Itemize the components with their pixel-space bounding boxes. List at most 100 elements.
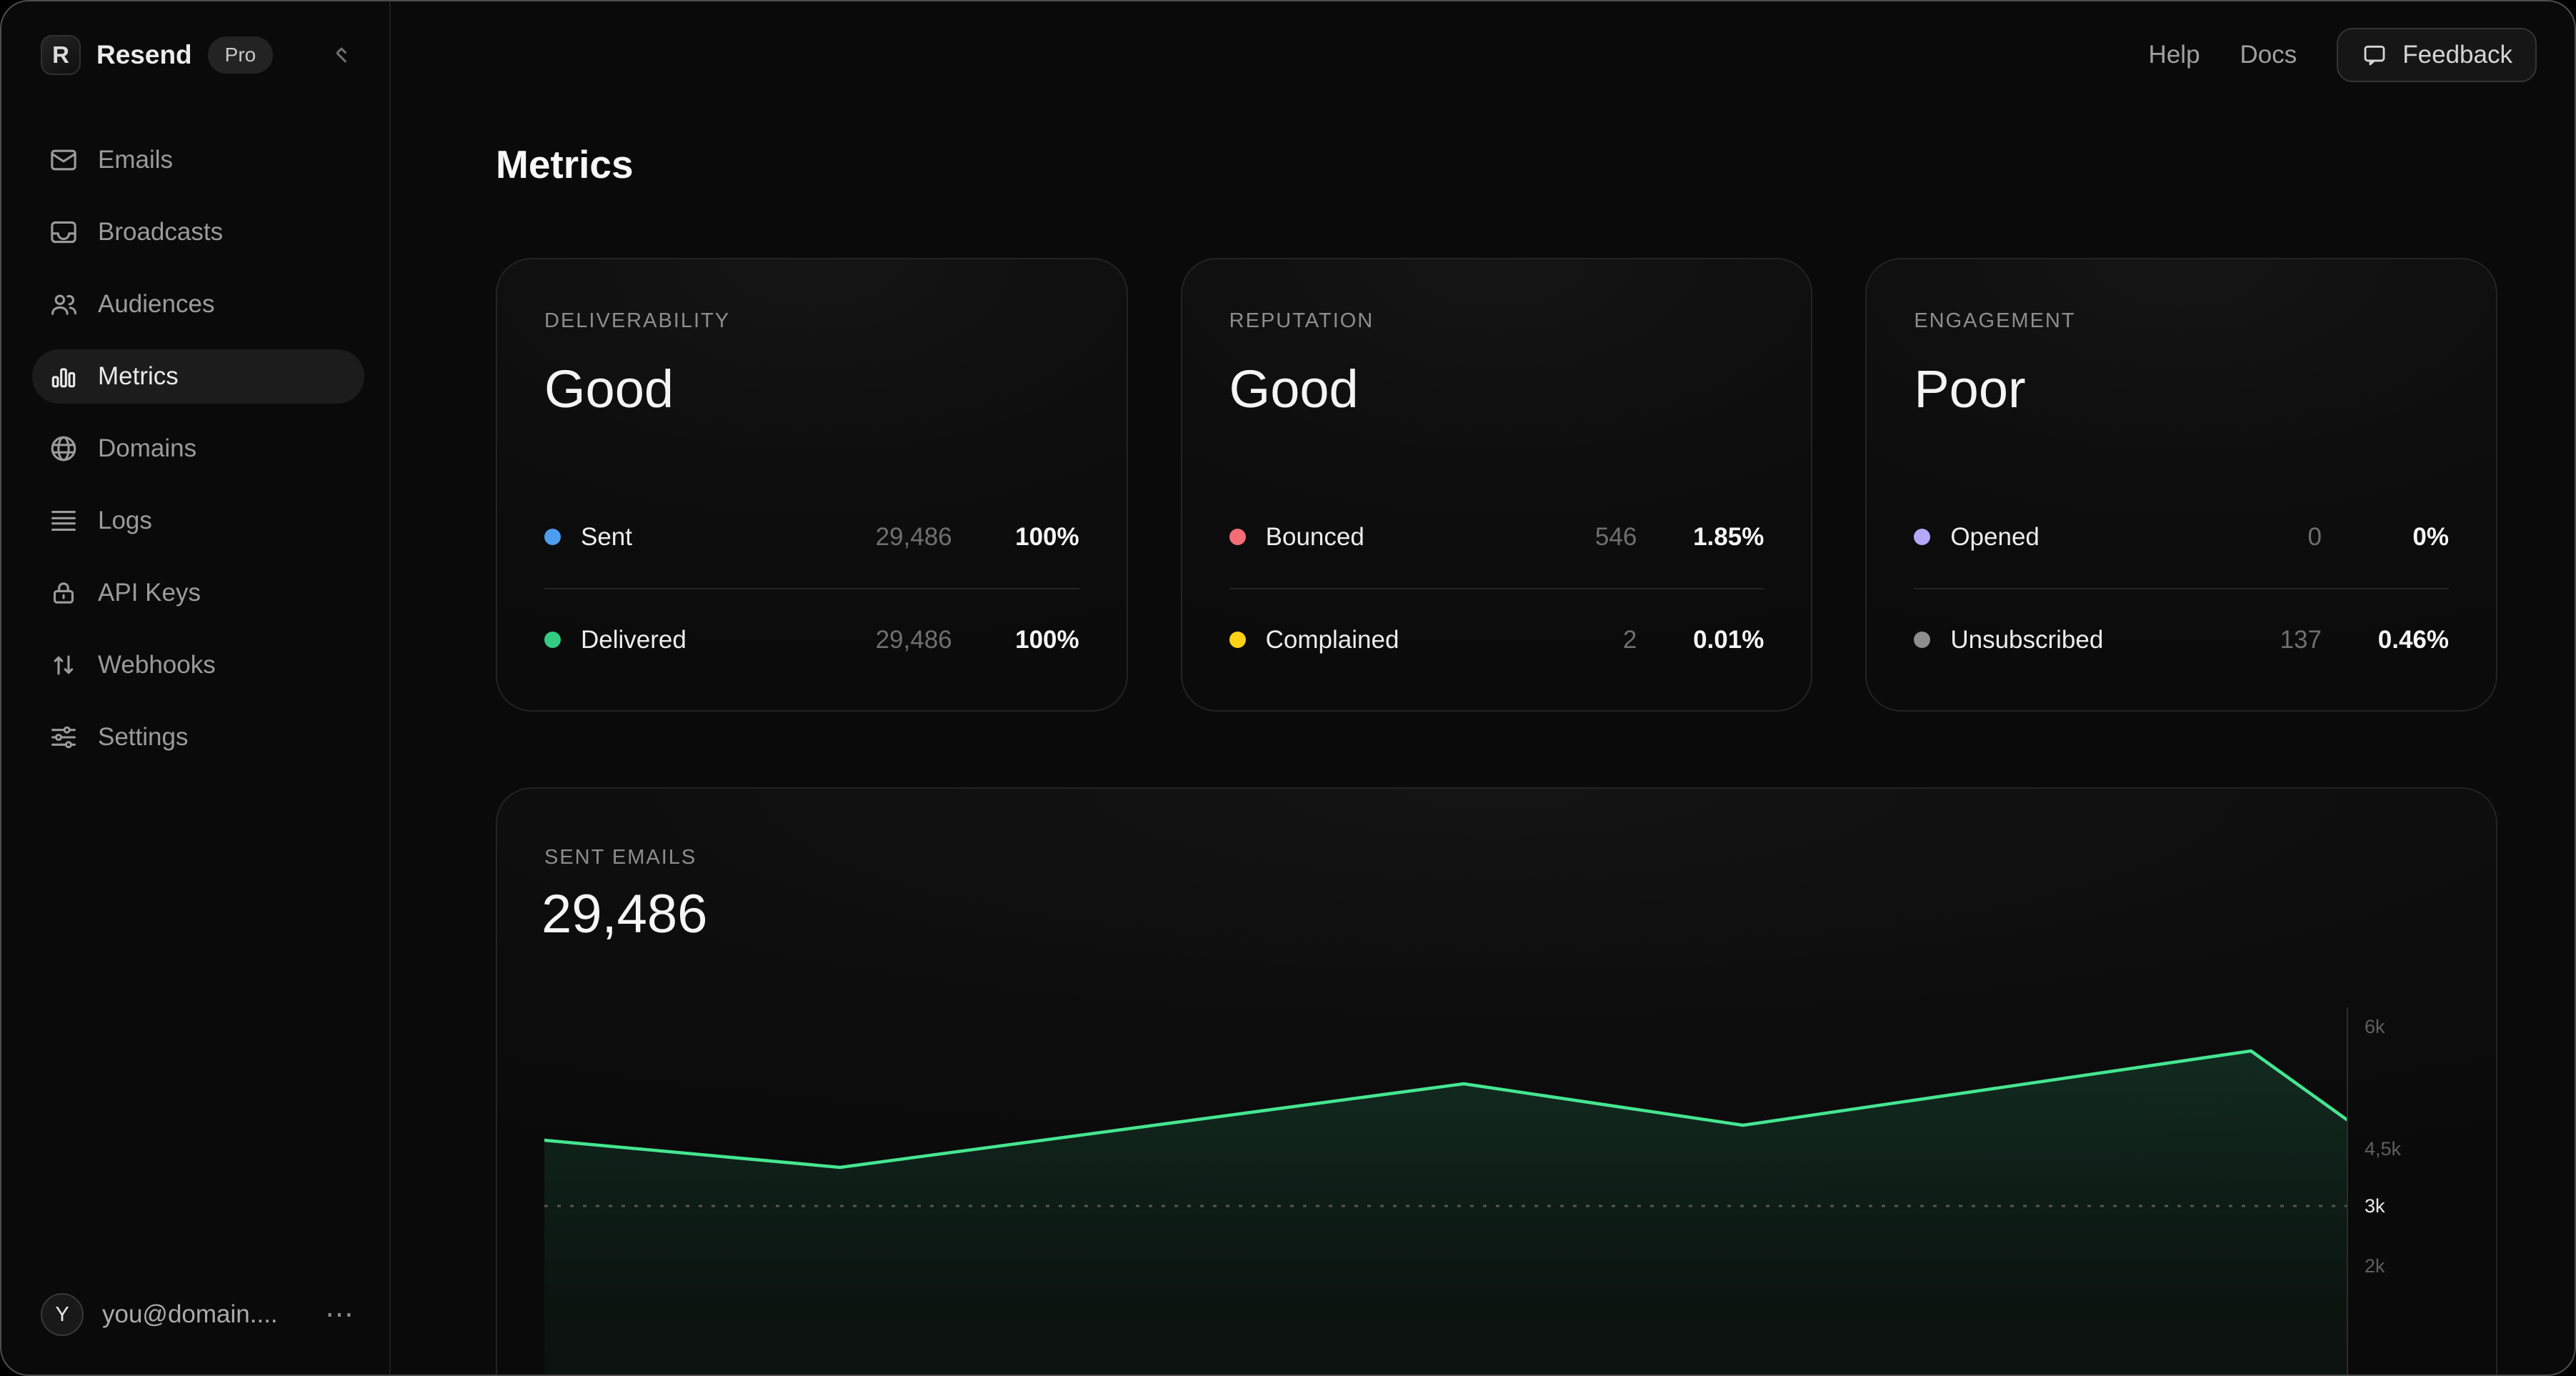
metric-row-opened: Opened 0 0% <box>1914 486 2449 588</box>
status-dot <box>544 529 561 545</box>
resend-logo-letter: R <box>52 41 69 68</box>
sidebar-item-domains[interactable]: Domains <box>32 422 364 476</box>
metric-label: Bounced <box>1265 522 1364 551</box>
y-axis-tick-2k: 2k <box>2365 1255 2385 1277</box>
avatar: Y <box>41 1293 84 1336</box>
help-link[interactable]: Help <box>2148 41 2200 69</box>
sidebar: R Resend Pro Emails Broadcasts <box>1 1 391 1375</box>
metric-percent: 1.85% <box>1693 522 1764 551</box>
sidebar-item-label: Settings <box>98 723 189 751</box>
sidebar-item-audiences[interactable]: Audiences <box>32 277 364 331</box>
sidebar-item-broadcasts[interactable]: Broadcasts <box>32 205 364 259</box>
lock-icon <box>48 577 79 609</box>
sent-emails-card: SENT EMAILS 29,486 6k 4,5k <box>496 787 2497 1376</box>
sidebar-nav: Emails Broadcasts Audiences Metrics <box>1 109 389 764</box>
sidebar-item-api-keys[interactable]: API Keys <box>32 566 364 620</box>
top-bar: Help Docs Feedback <box>2149 1 2537 109</box>
metric-value: 0 <box>2307 522 2322 551</box>
chevron-up-down-icon[interactable] <box>328 41 355 69</box>
workspace-switcher[interactable]: R Resend Pro <box>1 1 389 109</box>
sent-emails-chart[interactable]: 6k 4,5k 3k 2k <box>544 989 2496 1376</box>
users-icon <box>48 289 79 320</box>
reputation-card: REPUTATION Good Bounced 546 1.85% Compla… <box>1180 258 1813 712</box>
status-dot <box>544 632 561 648</box>
metric-label: Delivered <box>581 625 687 654</box>
metric-row-unsubscribed: Unsubscribed 137 0.46% <box>1914 588 2449 690</box>
plan-badge: Pro <box>207 36 274 74</box>
metric-row-delivered: Delivered 29,486 100% <box>544 588 1079 690</box>
sidebar-item-webhooks[interactable]: Webhooks <box>32 638 364 692</box>
metric-value: 137 <box>2280 625 2322 654</box>
sidebar-item-logs[interactable]: Logs <box>32 494 364 548</box>
metric-percent: 100% <box>1015 625 1079 654</box>
metric-value: 546 <box>1594 522 1637 551</box>
card-status: Good <box>1229 359 1359 419</box>
status-dot <box>1229 529 1246 545</box>
metric-percent: 0.01% <box>1693 625 1764 654</box>
metric-percent: 0.46% <box>2377 625 2449 654</box>
y-axis-tick-3k: 3k <box>2365 1195 2385 1217</box>
user-email: you@domain.... <box>102 1300 278 1328</box>
sidebar-item-label: Logs <box>98 507 152 534</box>
sidebar-item-settings[interactable]: Settings <box>32 710 364 764</box>
engagement-card: ENGAGEMENT Poor Opened 0 0% Unsubscribed… <box>1865 258 2497 712</box>
status-dot <box>1914 529 1931 545</box>
chart-area-fill <box>544 1051 2347 1375</box>
sidebar-item-label: Webhooks <box>98 651 216 679</box>
resend-logo: R <box>41 35 81 75</box>
metric-row-bounced: Bounced 546 1.85% <box>1229 486 1764 588</box>
arrows-up-down-icon <box>48 649 79 681</box>
metric-value: 29,486 <box>875 625 952 654</box>
avatar-initial: Y <box>55 1302 69 1326</box>
sidebar-item-emails[interactable]: Emails <box>32 133 364 187</box>
y-axis-line <box>2347 1007 2348 1375</box>
sliders-icon <box>48 722 79 753</box>
sidebar-item-label: Metrics <box>98 362 179 390</box>
metric-label: Unsubscribed <box>1950 625 2104 654</box>
summary-cards: DELIVERABILITY Good Sent 29,486 100% Del… <box>496 258 2497 712</box>
inbox-icon <box>48 216 79 248</box>
metric-value: 2 <box>1622 625 1637 654</box>
bar-chart-icon <box>48 361 79 392</box>
status-dot <box>1229 632 1246 648</box>
docs-link[interactable]: Docs <box>2240 41 2297 69</box>
metric-row-complained: Complained 2 0.01% <box>1229 588 1764 690</box>
sent-emails-label: SENT EMAILS <box>544 846 697 869</box>
sent-emails-total: 29,486 <box>541 884 708 944</box>
workspace-name: Resend <box>96 40 192 69</box>
feedback-button[interactable]: Feedback <box>2337 28 2537 82</box>
metric-row-sent: Sent 29,486 100% <box>544 486 1079 588</box>
sidebar-item-label: Domains <box>98 434 197 462</box>
metric-percent: 100% <box>1015 522 1079 551</box>
y-axis-tick-4,5k: 4,5k <box>2365 1137 2402 1160</box>
envelope-icon <box>48 144 79 176</box>
card-status: Poor <box>1914 359 2026 419</box>
chart-line <box>544 1049 2347 1170</box>
sidebar-item-label: API Keys <box>98 579 201 607</box>
card-rows: Bounced 546 1.85% Complained 2 0.01% <box>1229 486 1764 690</box>
user-account-row[interactable]: Y you@domain.... ⋯ <box>1 1260 389 1375</box>
y-axis-tick-6k: 6k <box>2365 1016 2385 1037</box>
sidebar-item-metrics[interactable]: Metrics <box>32 349 364 404</box>
deliverability-card: DELIVERABILITY Good Sent 29,486 100% Del… <box>496 258 1128 712</box>
feedback-button-label: Feedback <box>2402 41 2512 69</box>
card-rows: Opened 0 0% Unsubscribed 137 0.46% <box>1914 486 2449 690</box>
card-category: ENGAGEMENT <box>1914 309 2076 332</box>
ellipsis-menu-icon[interactable]: ⋯ <box>325 1299 355 1330</box>
card-status: Good <box>544 359 674 419</box>
card-category: DELIVERABILITY <box>544 309 731 332</box>
sidebar-item-label: Emails <box>98 146 174 174</box>
metric-label: Opened <box>1950 522 2040 551</box>
metric-percent: 0% <box>2412 522 2449 551</box>
metric-label: Complained <box>1265 625 1399 654</box>
status-dot <box>1914 632 1931 648</box>
metric-label: Sent <box>581 522 632 551</box>
page-title: Metrics <box>496 142 634 186</box>
globe-icon <box>48 433 79 464</box>
list-icon <box>48 505 79 537</box>
sidebar-spacer <box>1 764 389 1260</box>
area-chart[interactable] <box>544 989 2347 1376</box>
card-rows: Sent 29,486 100% Delivered 29,486 100% <box>544 486 1079 690</box>
main-content: Help Docs Feedback Metrics DELIVERABILIT… <box>392 1 2575 1375</box>
